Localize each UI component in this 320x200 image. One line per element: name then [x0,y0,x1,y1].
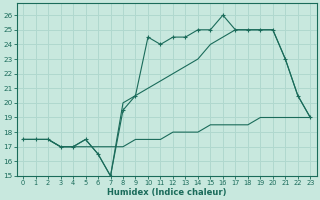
X-axis label: Humidex (Indice chaleur): Humidex (Indice chaleur) [107,188,227,197]
